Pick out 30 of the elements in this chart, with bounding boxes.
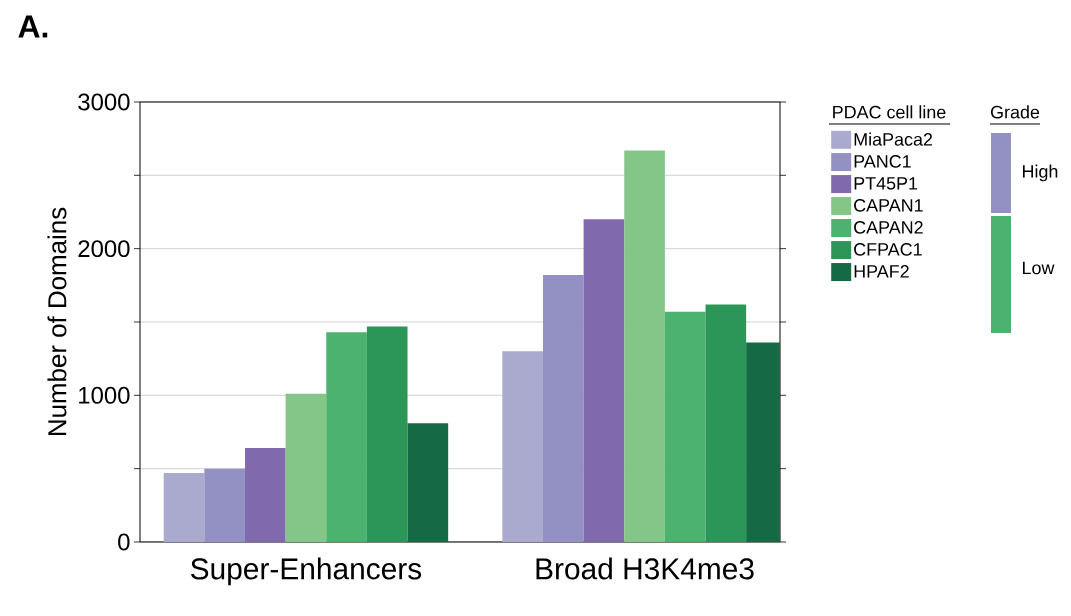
bar bbox=[204, 468, 245, 542]
legend-label: PT45P1 bbox=[854, 177, 918, 190]
y-axis-title: Number of Domains bbox=[47, 207, 67, 436]
bar bbox=[583, 219, 625, 542]
legend-title: PDAC cell line bbox=[833, 105, 946, 119]
legend-label: HPAF2 bbox=[854, 265, 909, 278]
bar bbox=[163, 473, 205, 542]
bar bbox=[542, 275, 584, 542]
bar bbox=[664, 311, 706, 542]
legend-label: MiaPaca2 bbox=[854, 132, 933, 146]
y-tick-label: 2000 bbox=[78, 240, 130, 258]
bar bbox=[502, 351, 543, 542]
text: High bbox=[1022, 164, 1058, 182]
text: A. bbox=[18, 15, 48, 38]
legend-label: PANC1 bbox=[854, 155, 911, 168]
text: Low bbox=[1022, 261, 1055, 275]
y-tick-label: 1000 bbox=[79, 386, 130, 404]
bar bbox=[624, 150, 665, 542]
x-tick-label: Broad H3K4me3 bbox=[536, 557, 754, 580]
text: Grade bbox=[990, 105, 1040, 119]
legend-label: CAPAN2 bbox=[854, 221, 923, 234]
bar bbox=[285, 393, 327, 542]
y-tick-label: 0 bbox=[118, 533, 130, 551]
bar bbox=[366, 326, 408, 542]
x-tick-label: Super-Enhancers bbox=[191, 557, 422, 586]
y-tick-label: 3000 bbox=[78, 93, 130, 111]
bar bbox=[244, 448, 286, 542]
legend-label: CAPAN1 bbox=[854, 199, 923, 212]
bar bbox=[326, 332, 367, 542]
legend-label: CFPAC1 bbox=[854, 243, 922, 256]
